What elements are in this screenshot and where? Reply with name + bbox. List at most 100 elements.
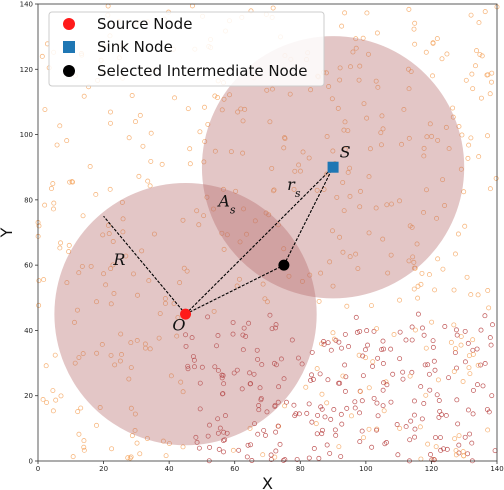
sensor-node	[360, 353, 366, 359]
sensor-node	[57, 123, 63, 129]
sensor-node	[271, 188, 276, 194]
sensor-node	[489, 79, 494, 85]
sensor-node	[421, 332, 427, 338]
sensor-node	[69, 179, 75, 185]
sensor-node	[129, 433, 135, 439]
sensor-node	[215, 95, 220, 100]
sensor-node	[42, 107, 48, 113]
sensor-node	[388, 399, 394, 405]
sensor-node	[379, 347, 385, 353]
sensor-node	[489, 393, 495, 399]
sensor-node	[321, 341, 327, 347]
sensor-node	[194, 439, 200, 445]
sensor-node	[419, 416, 425, 422]
sensor-node	[421, 401, 427, 406]
sensor-node	[324, 134, 330, 139]
sensor-node	[397, 198, 402, 204]
sensor-node	[148, 158, 154, 164]
sensor-node	[438, 447, 444, 453]
sensor-node	[423, 392, 429, 398]
sensor-node	[420, 325, 425, 331]
sensor-node	[159, 161, 165, 167]
sensor-node	[230, 320, 236, 325]
sensor-node	[419, 270, 425, 276]
sensor-node	[487, 91, 493, 97]
sensor-node	[94, 350, 100, 356]
sensor-node	[51, 200, 57, 206]
sensor-node	[282, 135, 287, 141]
sensor-node	[341, 208, 347, 214]
sensor-node	[397, 356, 403, 362]
sensor-node	[344, 405, 350, 411]
sensor-node	[458, 342, 464, 348]
sensor-node	[137, 451, 143, 457]
sensor-node	[325, 377, 331, 383]
sensor-node	[399, 141, 405, 147]
sensor-node	[412, 41, 418, 47]
sensor-node	[397, 425, 403, 431]
sensor-node	[49, 186, 54, 191]
sensor-node	[275, 222, 281, 228]
sensor-node	[175, 315, 181, 320]
sensor-node	[470, 351, 476, 357]
sensor-node	[406, 6, 412, 12]
sensor-node	[421, 153, 427, 159]
sensor-node	[187, 161, 193, 167]
sensor-node	[421, 209, 427, 215]
sensor-node	[359, 398, 365, 404]
sensor-node	[81, 438, 87, 444]
sensor-node	[187, 146, 193, 152]
sensor-node	[345, 169, 351, 175]
sensor-node	[247, 370, 252, 376]
sensor-node	[446, 375, 452, 381]
sensor-node	[308, 377, 314, 383]
sensor-node	[324, 400, 330, 406]
legend-source-label: Source Node	[97, 15, 192, 33]
sensor-node	[231, 370, 237, 376]
sensor-node	[64, 280, 70, 286]
sensor-node	[273, 325, 278, 331]
sensor-node	[117, 358, 123, 364]
sensor-node	[357, 204, 363, 210]
sensor-node	[219, 107, 225, 113]
sensor-node	[430, 73, 435, 79]
sensor-node	[360, 35, 366, 41]
sensor-node	[415, 311, 421, 317]
annotation-o: O	[172, 315, 185, 334]
sensor-node	[132, 411, 138, 417]
sensor-node	[432, 287, 438, 293]
sensor-node	[465, 155, 471, 161]
sensor-node	[183, 343, 189, 349]
sensor-node	[489, 70, 495, 76]
sensor-node	[189, 3, 195, 9]
sensor-node	[233, 188, 239, 194]
sensor-node	[338, 411, 344, 417]
sensor-node	[378, 130, 384, 136]
annotation-subscript: s	[230, 203, 236, 216]
sensor-node	[316, 298, 322, 304]
x-tick-label: 140	[490, 465, 503, 473]
sensor-node	[484, 72, 490, 78]
sensor-node	[204, 194, 210, 200]
sensor-node	[278, 356, 284, 362]
legend-source-marker	[63, 18, 75, 30]
sensor-node	[425, 362, 431, 368]
sensor-node	[476, 154, 482, 160]
sensor-node	[375, 355, 381, 361]
y-tick-label: 0	[29, 458, 33, 466]
sensor-node	[336, 380, 342, 386]
sensor-node	[101, 271, 107, 277]
sensor-node	[287, 91, 293, 97]
sensor-node	[261, 427, 267, 433]
x-tick-label: 0	[36, 465, 40, 473]
sensor-node	[369, 444, 375, 450]
sensor-node	[400, 376, 406, 382]
sensor-node	[81, 447, 87, 453]
sensor-node	[277, 441, 283, 447]
sensor-node	[314, 366, 320, 372]
sensor-node	[364, 115, 370, 121]
sensor-node	[185, 366, 191, 372]
path-segment	[103, 215, 186, 315]
x-tick-label: 20	[99, 465, 108, 473]
sensor-node	[81, 93, 87, 99]
